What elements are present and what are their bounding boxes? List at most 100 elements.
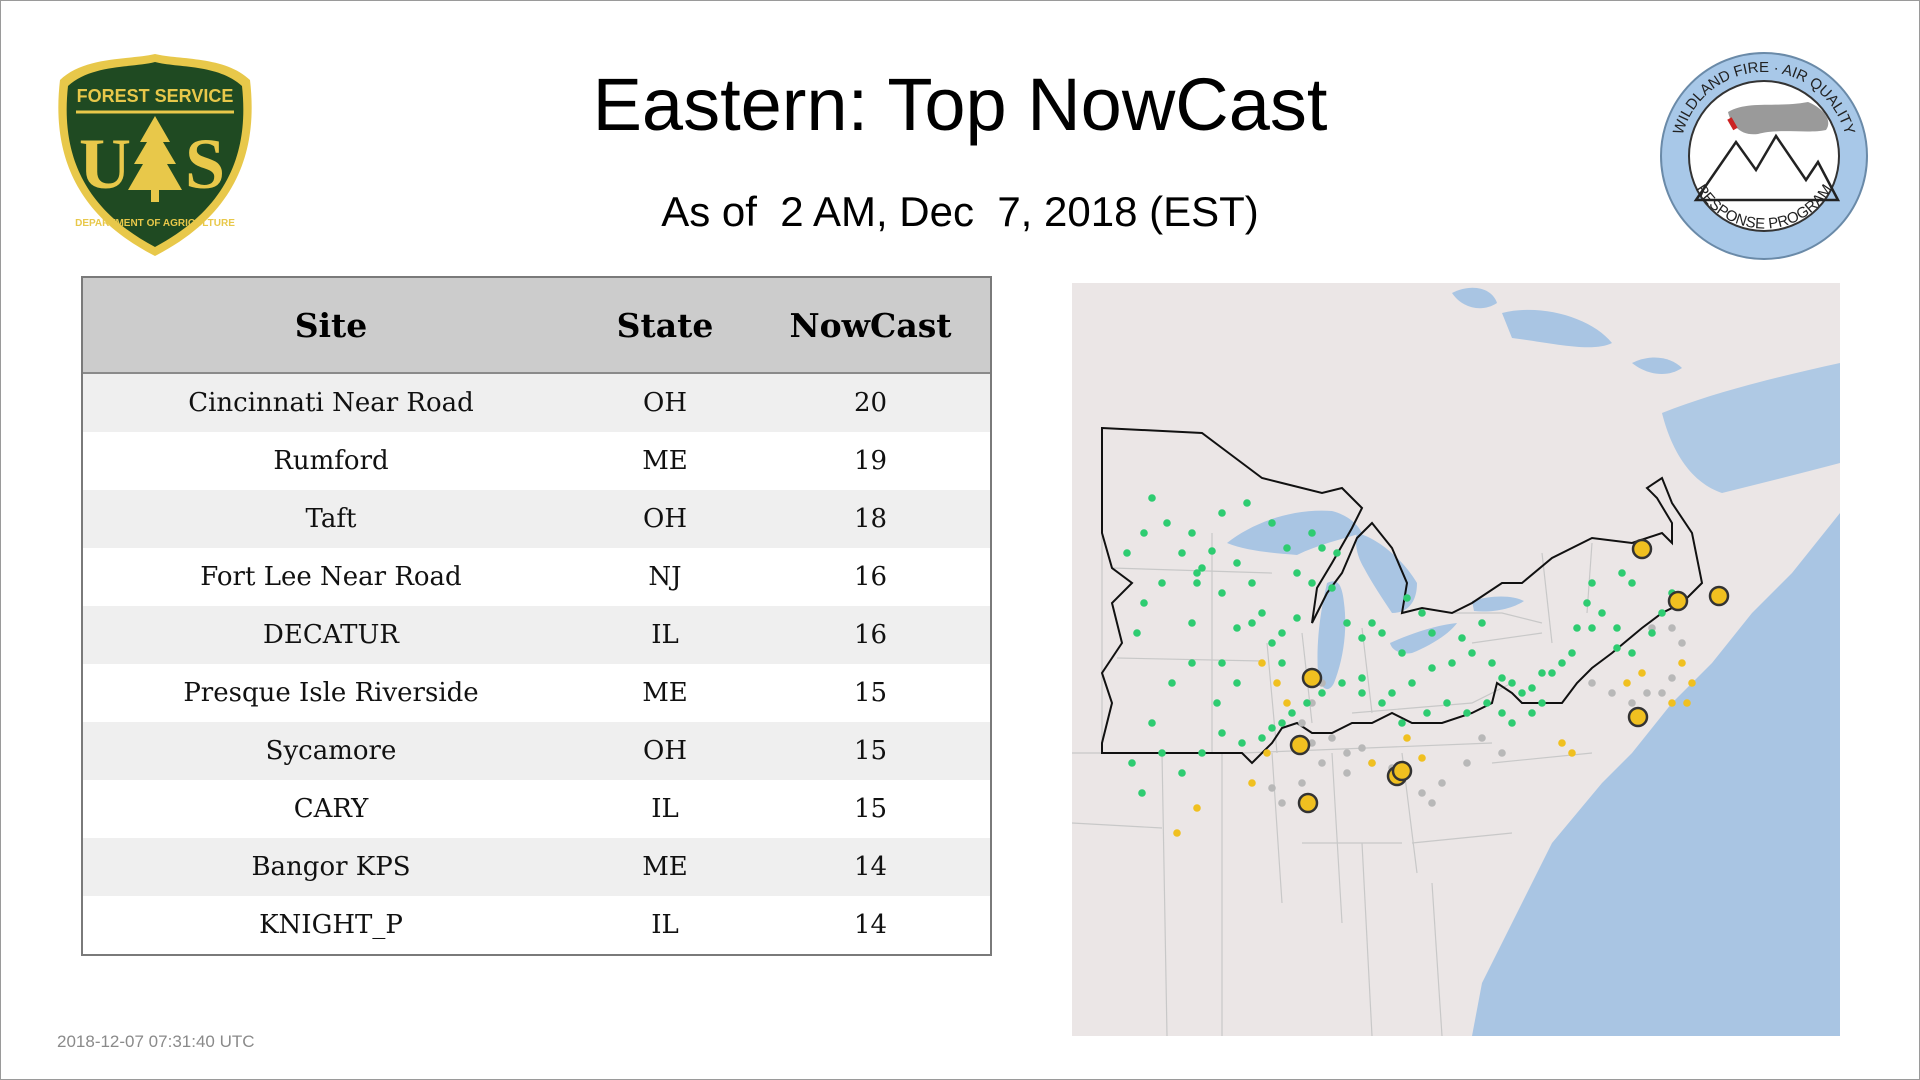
cell-state: IL [651,910,679,940]
top-site-marker [1708,585,1730,607]
monitor-marker-good [1158,749,1166,757]
monitor-marker-nodata [1588,679,1596,687]
table-row: Cincinnati Near Road OH 20 [83,374,990,432]
monitor-marker-good [1343,619,1351,627]
monitor-marker-nodata [1628,699,1636,707]
cell-state: OH [643,388,687,418]
pine-tree-icon [128,116,182,202]
cell-state: IL [651,620,679,650]
top-site-marker [1667,590,1689,612]
logo-fs-bottom-text: DEPARTMENT OF AGRICULTURE [75,218,235,229]
monitor-marker-good [1158,579,1166,587]
monitor-marker-good [1628,579,1636,587]
monitor-marker-good [1358,674,1366,682]
monitor-marker-good [1233,559,1241,567]
logo-fs-letter-u: U [79,124,131,204]
monitor-marker-good [1148,494,1156,502]
top-site-marker [1297,792,1319,814]
monitor-marker-good [1278,629,1286,637]
monitor-marker-good [1408,679,1416,687]
monitor-marker-good [1218,659,1226,667]
monitor-marker-good [1588,624,1596,632]
monitor-marker-good [1573,624,1581,632]
cell-site: Cincinnati Near Road [188,388,474,418]
monitor-marker-good [1428,664,1436,672]
monitor-marker-good [1338,679,1346,687]
monitor-marker-good [1218,589,1226,597]
monitor-marker-good [1463,709,1471,717]
monitor-marker-moderate [1623,679,1631,687]
monitor-marker-moderate [1678,659,1686,667]
monitor-marker-good [1208,547,1216,555]
monitor-marker-good [1148,719,1156,727]
monitor-marker-nodata [1463,759,1471,767]
monitor-marker-good [1428,629,1436,637]
cell-site: Fort Lee Near Road [200,562,462,592]
cell-nowcast: 20 [853,388,888,418]
monitor-marker-good [1528,709,1536,717]
monitor-marker-good [1333,549,1341,557]
monitor-marker-nodata [1668,624,1676,632]
monitor-marker-good [1568,649,1576,657]
cell-state: OH [643,736,687,766]
monitor-marker-good [1528,684,1536,692]
table-row: KNIGHT_P IL 14 [83,896,990,954]
monitor-marker-good [1613,624,1621,632]
monitor-marker-good [1558,659,1566,667]
lake-erie [1390,623,1457,654]
monitor-marker-good [1548,669,1556,677]
monitor-marker-good [1123,549,1131,557]
monitor-marker-good [1218,729,1226,737]
monitor-marker-good [1378,699,1386,707]
monitor-marker-good [1278,719,1286,727]
monitor-marker-good [1508,679,1516,687]
monitor-marker-good [1458,634,1466,642]
monitor-marker-good [1218,509,1226,517]
monitor-marker-good [1178,769,1186,777]
cell-site: Rumford [273,446,389,476]
header-nowcast: NowCast [789,305,952,345]
monitor-marker-good [1258,609,1266,617]
monitor-marker-good [1538,669,1546,677]
monitor-marker-nodata [1343,749,1351,757]
monitor-marker-good [1328,584,1336,592]
top-site-marker [1627,706,1649,728]
monitor-marker-good [1588,579,1596,587]
monitor-marker-good [1288,709,1296,717]
monitor-marker-good [1418,609,1426,617]
monitor-marker-good [1303,699,1311,707]
monitor-marker-good [1248,579,1256,587]
page-title: Eastern: Top NowCast [592,63,1328,146]
monitor-marker-good [1198,564,1206,572]
monitor-marker-nodata [1658,689,1666,697]
monitor-marker-moderate [1418,754,1426,762]
monitor-marker-good [1318,544,1326,552]
monitor-marker-moderate [1683,699,1691,707]
monitor-marker-good [1508,719,1516,727]
monitor-marker-good [1518,689,1526,697]
monitor-marker-good [1583,599,1591,607]
monitor-marker-good [1538,699,1546,707]
render-timestamp: 2018-12-07 07:31:40 UTC [57,1032,255,1051]
table-row: Rumford ME 19 [83,432,990,490]
monitor-marker-good [1268,519,1276,527]
monitor-marker-good [1193,579,1201,587]
table-row: CARY IL 15 [83,780,990,838]
monitor-marker-good [1498,674,1506,682]
monitor-marker-good [1443,699,1451,707]
cell-nowcast: 15 [853,678,888,708]
monitor-marker-nodata [1498,749,1506,757]
cell-nowcast: 15 [853,736,888,766]
monitor-marker-good [1268,639,1276,647]
monitor-marker-moderate [1688,679,1696,687]
monitor-marker-nodata [1478,734,1486,742]
monitor-marker-good [1423,709,1431,717]
header-site: Site [294,305,368,345]
monitor-marker-moderate [1668,699,1676,707]
monitor-marker-good [1163,519,1171,527]
cell-site: KNIGHT_P [259,910,403,940]
monitor-marker-good [1308,529,1316,537]
monitor-marker-good [1358,689,1366,697]
monitor-marker-good [1283,544,1291,552]
monitor-marker-good [1318,689,1326,697]
